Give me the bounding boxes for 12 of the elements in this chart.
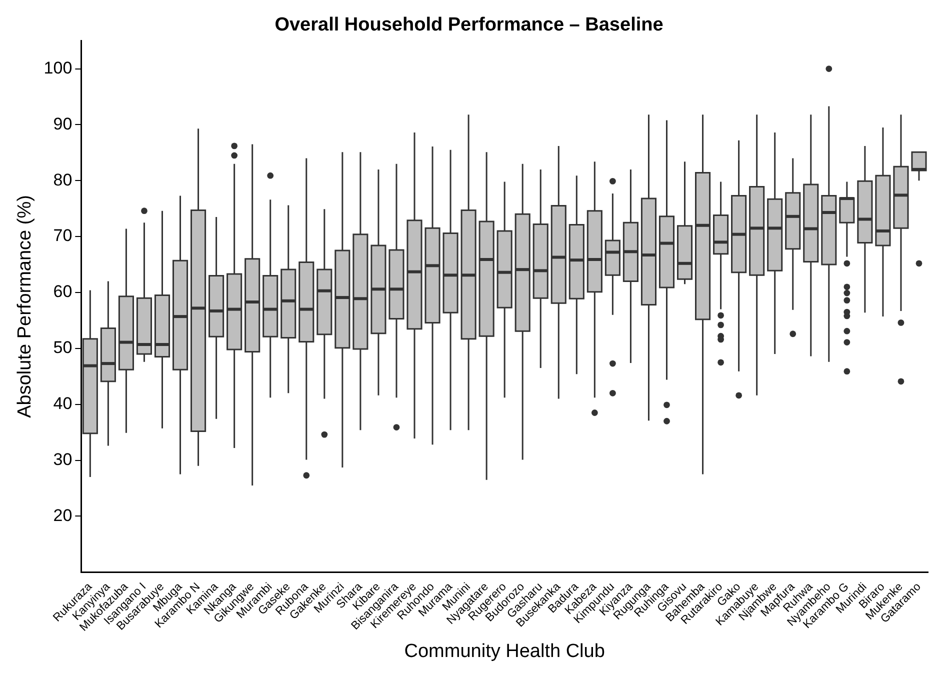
y-tick-label: 70 xyxy=(53,226,72,246)
y-tick-label: 30 xyxy=(53,450,72,469)
y-tick-label: 100 xyxy=(44,58,72,78)
y-tick-label: 80 xyxy=(53,170,72,190)
y-tick-label: 20 xyxy=(53,506,72,525)
y-tick-label: 50 xyxy=(53,338,72,358)
y-tick-label: 40 xyxy=(53,394,72,414)
x-axis-title: Community Health Club xyxy=(404,640,605,662)
y-tick-label: 90 xyxy=(53,114,72,134)
y-axis-title: Absolute Performance (%) xyxy=(14,195,36,418)
y-tick-label: 60 xyxy=(53,282,72,302)
chart-title: Overall Household Performance – Baseline xyxy=(274,14,664,36)
